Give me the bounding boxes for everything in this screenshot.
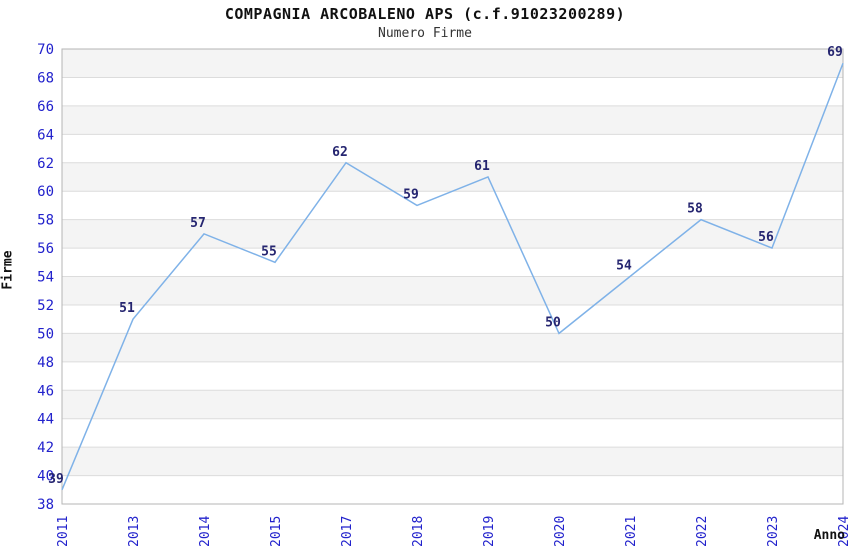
x-tick-label: 2018 <box>411 516 426 547</box>
plot-band <box>62 390 843 419</box>
y-tick-label: 68 <box>37 70 54 86</box>
data-point-label: 50 <box>545 315 561 330</box>
y-tick-label: 54 <box>37 270 54 286</box>
y-tick-label: 52 <box>37 298 54 314</box>
plot-band <box>62 105 843 135</box>
x-axis-title: Anno <box>813 528 845 543</box>
x-tick-label: 2023 <box>766 516 781 547</box>
x-tick-label: 2020 <box>553 516 568 547</box>
data-point-label: 57 <box>190 216 206 231</box>
data-point-label: 59 <box>403 187 419 202</box>
y-tick-label: 40 <box>37 469 54 485</box>
x-tick-label: 2017 <box>340 516 355 547</box>
data-point-label: 69 <box>827 45 843 60</box>
plot-band <box>62 219 843 249</box>
y-tick-label: 58 <box>37 213 54 229</box>
plot-border <box>61 48 844 505</box>
y-tick-label: 42 <box>37 440 54 456</box>
x-tick-label: 2021 <box>624 516 639 547</box>
data-point-label: 39 <box>48 472 64 487</box>
y-tick-label: 70 <box>37 42 54 58</box>
data-point-label: 51 <box>119 301 135 316</box>
y-tick-label: 66 <box>37 99 54 115</box>
data-point-label: 58 <box>687 202 703 217</box>
y-tick-label: 64 <box>37 127 54 143</box>
plot-band <box>62 447 843 476</box>
y-tick-label: 62 <box>37 156 54 172</box>
x-tick-label: 2024 <box>837 516 850 547</box>
y-tick-label: 60 <box>37 184 54 200</box>
chart-title: COMPAGNIA ARCOBALENO APS (c.f.9102320028… <box>224 5 626 23</box>
plot-band <box>62 49 843 78</box>
data-point-label: 55 <box>261 244 277 259</box>
y-tick-label: 38 <box>37 497 54 513</box>
x-tick-label: 2019 <box>482 516 497 547</box>
x-tick-label: 2011 <box>56 516 71 547</box>
x-tick-label: 2013 <box>127 516 142 547</box>
plot-band <box>62 333 843 362</box>
y-tick-label: 46 <box>37 383 54 399</box>
data-point-label: 62 <box>332 145 348 160</box>
y-tick-label: 44 <box>37 412 54 428</box>
y-axis-title: Firme <box>0 250 16 290</box>
x-tick-label: 2022 <box>695 516 710 547</box>
y-tick-label: 56 <box>37 241 54 257</box>
data-series-line <box>61 62 844 491</box>
plot-band <box>62 276 843 305</box>
plot-band <box>62 162 843 192</box>
data-point-label: 56 <box>758 230 774 245</box>
x-tick-label: 2015 <box>269 516 284 547</box>
y-tick-label: 50 <box>37 326 54 342</box>
y-tick-label: 48 <box>37 355 54 371</box>
chart-subtitle: Numero Firme <box>378 26 472 41</box>
data-point-label: 61 <box>474 159 490 174</box>
x-tick-label: 2014 <box>198 516 213 547</box>
data-point-label: 54 <box>616 259 632 274</box>
